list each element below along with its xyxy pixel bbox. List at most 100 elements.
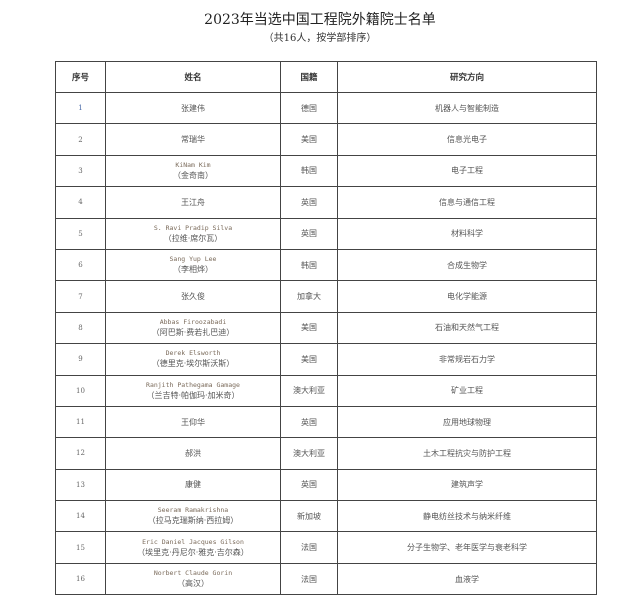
header-field: 研究方向 [337,61,597,93]
country-cell: 新加坡 [280,500,338,533]
name-english: Ranjith Pathegama Gamage [146,380,240,389]
field-cell: 机器人与智能制造 [337,91,597,125]
row-number: 8 [55,311,106,345]
row-number: 7 [55,280,106,313]
name-chinese: （拉马克瑞斯纳·西拉姆） [147,516,239,526]
field-cell: 应用地球物理 [337,405,597,439]
name-cell: Norbert Claude Gorin （高汉） [105,562,281,596]
document-title: 2023年当选中国工程院外籍院士名单 [204,12,436,28]
name-cell: KiNam Kim （金奇南） [105,154,281,188]
name-english: Abbas Firoozabadi [159,317,227,326]
table-row: 8 Abbas Firoozabadi （阿巴斯·费若扎巴迪） 美国 石油和天然气工程 [55,311,597,345]
document-subtitle: （共16人，按学部排序） [263,33,377,44]
name-cell: 张久俊 [105,280,281,313]
row-number: 10 [55,374,106,407]
row-number: 2 [55,123,106,156]
country-cell: 澳大利亚 [280,374,338,407]
table-row: 14 Seeram Ramakrishna （拉马克瑞斯纳·西拉姆） 新加坡 静电纺丝技… [55,500,597,533]
name-cell: Seeram Ramakrishna （拉马克瑞斯纳·西拉姆） [105,500,281,533]
name-english: Seeram Ramakrishna [157,506,229,515]
row-number: 14 [55,500,106,533]
name-english: Eric Daniel Jacques Gilson [142,537,244,546]
table-row: 12 郝洪 澳大利亚 土木工程抗灾与防护工程 [55,437,597,470]
field-cell: 非常规岩石力学 [337,343,597,376]
country-cell: 韩国 [280,154,338,188]
name-cell: 张建伟 [105,91,281,125]
table-row: 13 康健 英国 建筑声学 [55,468,597,502]
name-cell: Derek Elsworth （德里克·埃尔斯沃斯） [105,343,281,376]
field-cell: 信息与通信工程 [337,186,597,219]
field-cell: 分子生物学、老年医学与衰老科学 [337,531,597,564]
name-chinese: 张久俊 [181,292,205,302]
country-cell: 美国 [280,123,338,156]
name-cell: 康健 [105,468,281,502]
country-cell: 加拿大 [280,280,338,313]
table-row: 10 Ranjith Pathegama Gamage （兰吉特·帕伽玛·加米奇）澳… [55,374,597,407]
field-cell: 电子工程 [337,154,597,188]
table-row: 7 张久俊 加拿大 电化学能源 [55,280,597,313]
name-chinese: （李相烨） [173,265,213,275]
row-number: 12 [55,437,106,470]
name-english: Norbert Claude Gorin [153,569,233,578]
table-row: 1 张建伟 德国 机器人与智能制造 [55,91,597,125]
table-row: 11 王仰华 英国 应用地球物理 [55,405,597,439]
country-cell: 英国 [280,405,338,439]
name-chinese: （埃里克·丹尼尔·雅克·吉尔森） [137,547,249,557]
name-chinese: （阿巴斯·费若扎巴迪） [151,327,235,337]
field-cell: 信息光电子 [337,123,597,156]
row-number: 1 [55,91,106,125]
name-chinese: （拉维·席尔瓦） [163,233,223,243]
row-number: 3 [55,154,106,188]
country-cell: 美国 [280,311,338,345]
country-cell: 法国 [280,531,338,564]
row-number: 9 [55,343,106,376]
academicians-table: 序号 姓名 国籍 研究方向 1 张建伟 德国 机器人与智能制造 2 常瑞华 美国 信息光电子 3… [55,61,597,596]
country-cell: 英国 [280,468,338,502]
header-country: 国籍 [280,61,338,93]
name-english: KiNam Kim [175,160,211,169]
name-chinese: 康健 [185,480,201,490]
table-row: 15 Eric Daniel Jacques Gilson （埃里克·丹尼尔·雅克·… [55,531,597,564]
name-cell: 王江舟 [105,186,281,219]
country-cell: 英国 [280,217,338,250]
field-cell: 土木工程抗灾与防护工程 [337,437,597,470]
name-cell: 郝洪 [105,437,281,470]
name-cell: S. Ravi Pradip Silva （拉维·席尔瓦） [105,217,281,250]
name-cell: 王仰华 [105,405,281,439]
header-name: 姓名 [105,61,281,93]
name-cell: 常瑞华 [105,123,281,156]
table-row: 5 S. Ravi Pradip Silva （拉维·席尔瓦） 英国 材料科学 [55,217,597,250]
name-chinese: 张建伟 [181,103,205,113]
name-chinese: 王仰华 [181,417,205,427]
name-cell: Eric Daniel Jacques Gilson （埃里克·丹尼尔·雅克·吉尔… [105,531,281,564]
row-number: 6 [55,248,106,282]
row-number: 16 [55,562,106,596]
table-row: 9 Derek Elsworth （德里克·埃尔斯沃斯） 美国 非常规岩石力学 [55,343,597,376]
field-cell: 材料科学 [337,217,597,250]
table-row: 3 KiNam Kim （金奇南） 韩国 电子工程 [55,154,597,188]
row-number: 4 [55,186,106,219]
field-cell: 建筑声学 [337,468,597,502]
name-chinese: 王江舟 [181,197,205,207]
field-cell: 矿业工程 [337,374,597,407]
country-cell: 法国 [280,562,338,596]
table-header-row: 序号 姓名 国籍 研究方向 [55,61,597,93]
name-chinese: 常瑞华 [181,135,205,145]
country-cell: 韩国 [280,248,338,282]
table-row: 16 Norbert Claude Gorin （高汉） 法国 血液学 [55,562,597,596]
table-row: 6 Sang Yup Lee （李相烨） 韩国 合成生物学 [55,248,597,282]
name-english: Derek Elsworth [165,349,221,358]
table-row: 2 常瑞华 美国 信息光电子 [55,123,597,156]
name-chinese: （金奇南） [173,170,213,180]
name-cell: Abbas Firoozabadi （阿巴斯·费若扎巴迪） [105,311,281,345]
field-cell: 血液学 [337,562,597,596]
name-chinese: （德里克·埃尔斯沃斯） [151,359,235,369]
name-cell: Ranjith Pathegama Gamage （兰吉特·帕伽玛·加米奇） [105,374,281,407]
row-number: 15 [55,531,106,564]
name-chinese: 郝洪 [185,448,201,458]
table-row: 4 王江舟 英国 信息与通信工程 [55,186,597,219]
name-chinese: （高汉） [177,579,209,589]
name-english: Sang Yup Lee [169,255,217,264]
country-cell: 澳大利亚 [280,437,338,470]
field-cell: 电化学能源 [337,280,597,313]
